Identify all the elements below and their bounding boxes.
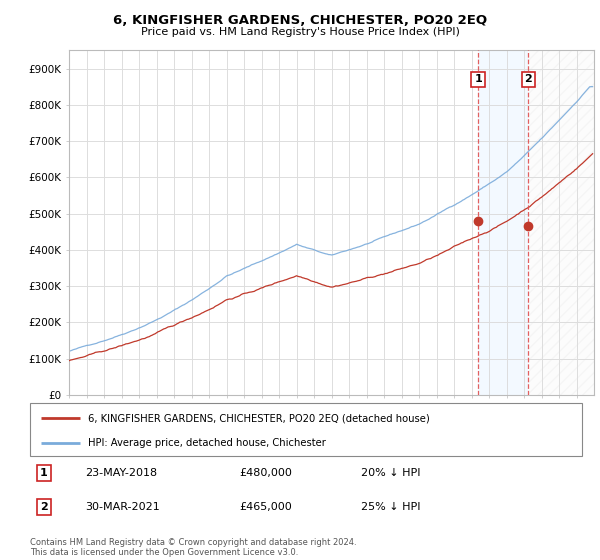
Bar — [528, 50, 594, 395]
Text: 30-MAR-2021: 30-MAR-2021 — [85, 502, 160, 512]
Text: 20% ↓ HPI: 20% ↓ HPI — [361, 468, 421, 478]
Text: £465,000: £465,000 — [240, 502, 293, 512]
Text: Price paid vs. HM Land Registry's House Price Index (HPI): Price paid vs. HM Land Registry's House … — [140, 27, 460, 37]
Text: HPI: Average price, detached house, Chichester: HPI: Average price, detached house, Chic… — [88, 438, 326, 448]
Text: 23-MAY-2018: 23-MAY-2018 — [85, 468, 157, 478]
FancyBboxPatch shape — [30, 403, 582, 456]
Text: 6, KINGFISHER GARDENS, CHICHESTER, PO20 2EQ: 6, KINGFISHER GARDENS, CHICHESTER, PO20 … — [113, 14, 487, 27]
Text: 1: 1 — [40, 468, 47, 478]
Text: 6, KINGFISHER GARDENS, CHICHESTER, PO20 2EQ (detached house): 6, KINGFISHER GARDENS, CHICHESTER, PO20 … — [88, 413, 430, 423]
Text: £480,000: £480,000 — [240, 468, 293, 478]
Text: Contains HM Land Registry data © Crown copyright and database right 2024.
This d: Contains HM Land Registry data © Crown c… — [30, 538, 356, 557]
Text: 2: 2 — [524, 74, 532, 85]
Bar — [528, 50, 594, 395]
Text: 2: 2 — [40, 502, 47, 512]
Text: 25% ↓ HPI: 25% ↓ HPI — [361, 502, 421, 512]
Bar — [478, 50, 528, 395]
Text: 1: 1 — [474, 74, 482, 85]
